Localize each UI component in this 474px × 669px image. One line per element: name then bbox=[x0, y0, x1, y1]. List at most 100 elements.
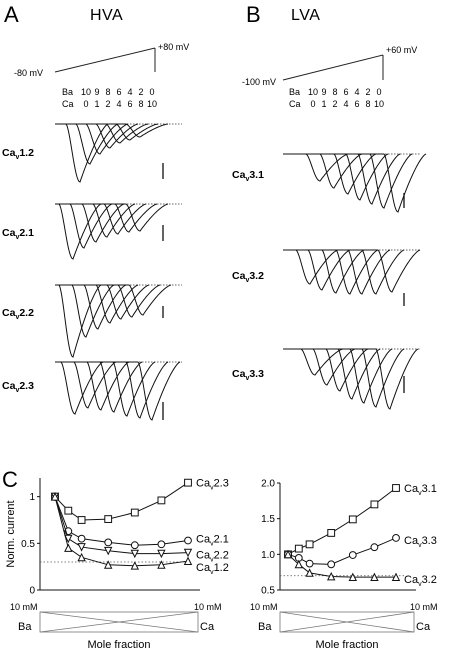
ba-value: 0 bbox=[149, 87, 154, 97]
data-point bbox=[294, 559, 304, 569]
data-point bbox=[77, 552, 86, 562]
ba-value: 8 bbox=[332, 87, 337, 97]
ba-row-label: Ba bbox=[62, 87, 73, 97]
series-label-number: 3.3 bbox=[422, 535, 437, 547]
series-label-sub: v bbox=[210, 557, 214, 564]
series-label: Cav2.2 bbox=[196, 550, 229, 564]
channel-label-number: 3.1 bbox=[249, 169, 264, 181]
channel-label-number: 3.3 bbox=[249, 368, 264, 380]
ca-row-label: Ca bbox=[62, 99, 74, 109]
y-axis-label: Norm. current bbox=[5, 500, 17, 567]
channel-label: Cav3.1 bbox=[232, 169, 264, 183]
series-label-base: Ca bbox=[404, 483, 419, 495]
series-label: Cav2.1 bbox=[196, 534, 229, 548]
series-label-sub: v bbox=[210, 485, 214, 492]
ramp-end-hva: +80 mV bbox=[158, 42, 189, 52]
channel-label: Cav3.3 bbox=[232, 368, 264, 382]
data-point bbox=[103, 560, 113, 569]
channel-label-sub: v bbox=[15, 387, 19, 394]
ba-row-label: Ba bbox=[289, 87, 300, 97]
current-trace bbox=[283, 153, 427, 213]
series-line bbox=[54, 496, 189, 555]
ramp-protocol-lva: -100 mV +60 mV bbox=[242, 45, 417, 87]
series-label-number: 3.2 bbox=[422, 574, 437, 586]
series-line bbox=[54, 482, 189, 521]
x-axis-label: Mole fraction bbox=[88, 639, 151, 651]
current-trace bbox=[283, 153, 363, 189]
series-label-sub: v bbox=[418, 581, 422, 588]
series-label: Cav1.2 bbox=[196, 562, 229, 576]
current-trace bbox=[283, 348, 393, 404]
current-trace bbox=[55, 284, 161, 318]
current-trace bbox=[55, 284, 102, 358]
current-traces-lva bbox=[283, 153, 427, 410]
data-point bbox=[64, 534, 73, 544]
data-point bbox=[183, 548, 193, 558]
ca-value: 10 bbox=[374, 99, 384, 109]
series-label: Cav3.3 bbox=[404, 535, 437, 549]
y-tick-label: 2.0 bbox=[261, 479, 275, 490]
current-trace bbox=[55, 203, 102, 260]
ba-value: 2 bbox=[138, 87, 143, 97]
current-trace bbox=[55, 123, 119, 165]
ca-value: 8 bbox=[365, 99, 370, 109]
ba-value: 4 bbox=[127, 87, 132, 97]
ca-value: 4 bbox=[343, 99, 348, 109]
channel-label-base: Ca bbox=[2, 147, 16, 159]
ramp-start-lva: -100 mV bbox=[242, 77, 276, 87]
current-trace bbox=[55, 203, 169, 232]
left-ion: Ba bbox=[18, 621, 32, 633]
series-label-number: 1.2 bbox=[214, 562, 229, 574]
series-label-sub: v bbox=[418, 542, 422, 549]
ca-value: 1 bbox=[94, 99, 99, 109]
y-tick-label: 0 bbox=[29, 586, 35, 597]
current-trace bbox=[55, 123, 169, 138]
ramp-start-hva: -80 mV bbox=[14, 68, 43, 78]
data-point bbox=[157, 560, 166, 569]
series-label-number: 2.2 bbox=[214, 550, 229, 562]
ba-value: 4 bbox=[354, 87, 359, 97]
y-tick-label: 1 bbox=[29, 492, 35, 503]
series-label-base: Ca bbox=[196, 534, 211, 546]
panel-label-b: B bbox=[246, 2, 261, 27]
y-tick-label: 0.5 bbox=[261, 586, 275, 597]
current-trace bbox=[283, 348, 344, 376]
current-trace bbox=[283, 249, 421, 293]
current-trace bbox=[283, 153, 377, 195]
data-point bbox=[348, 572, 358, 582]
series-label-number: 2.3 bbox=[214, 478, 229, 490]
gradient-line bbox=[39, 611, 199, 633]
channel-label-base: Ca bbox=[232, 368, 246, 380]
data-point bbox=[64, 506, 73, 515]
current-trace bbox=[283, 348, 356, 386]
gradient-line bbox=[279, 611, 415, 633]
left-ion: Ba bbox=[258, 621, 272, 633]
series-label-sub: v bbox=[210, 541, 214, 548]
channel-label: Cav2.3 bbox=[2, 380, 34, 394]
series-label-number: 2.1 bbox=[214, 534, 229, 546]
channel-label-number: 2.3 bbox=[19, 380, 34, 392]
channel-label-base: Ca bbox=[232, 270, 246, 282]
data-point bbox=[370, 500, 379, 509]
ca-value: 2 bbox=[332, 99, 337, 109]
channel-label-number: 1.2 bbox=[19, 147, 34, 159]
left-concentration: 10 mM bbox=[250, 602, 278, 612]
series-line bbox=[287, 553, 396, 578]
data-point bbox=[77, 534, 86, 543]
data-point bbox=[77, 516, 86, 524]
ca-value: 6 bbox=[127, 99, 132, 109]
data-point bbox=[50, 492, 60, 501]
channel-label: Cav1.2 bbox=[2, 147, 34, 161]
ba-value: 6 bbox=[116, 87, 121, 97]
data-point bbox=[104, 538, 113, 547]
ba-value: 8 bbox=[105, 87, 110, 97]
current-trace bbox=[55, 123, 129, 155]
data-point bbox=[183, 556, 193, 565]
channel-label-number: 3.2 bbox=[249, 270, 264, 282]
ba-value: 10 bbox=[308, 87, 318, 97]
data-point bbox=[327, 529, 336, 537]
data-point bbox=[326, 571, 336, 581]
